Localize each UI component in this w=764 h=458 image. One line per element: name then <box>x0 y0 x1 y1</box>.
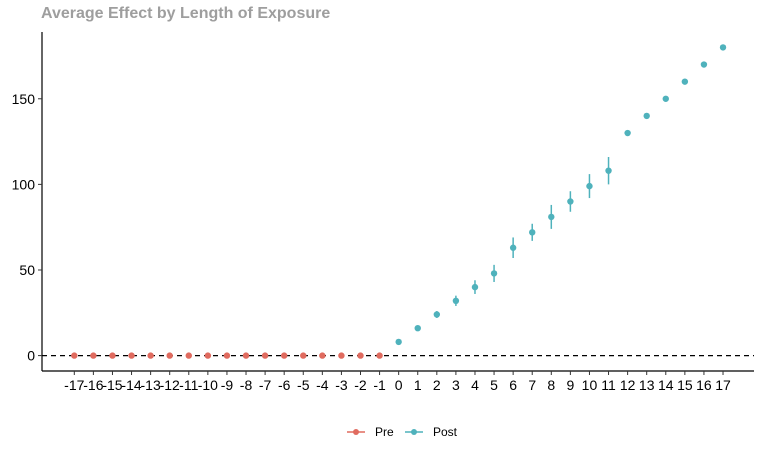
y-tick-label: 150 <box>12 91 36 107</box>
data-point <box>147 352 154 359</box>
data-point <box>280 352 288 359</box>
legend-item-post: Post <box>405 425 458 439</box>
x-tick-label: 12 <box>620 377 636 393</box>
x-tick-label: -4 <box>316 377 329 393</box>
data-point <box>204 352 212 359</box>
data-point <box>548 213 555 221</box>
legend: Pre Post <box>347 425 458 439</box>
x-tick-label: 2 <box>433 377 441 393</box>
data-point <box>261 352 269 359</box>
data-point <box>719 44 727 51</box>
x-tick-label: -5 <box>297 377 310 393</box>
x-tick-label: -6 <box>278 377 291 393</box>
data-point <box>319 352 326 359</box>
data-point <box>471 283 479 291</box>
x-tick-label: 6 <box>509 377 517 393</box>
x-tick-label: -12 <box>160 377 180 393</box>
x-tick-label: 7 <box>528 377 536 393</box>
x-tick-label: -3 <box>335 377 348 393</box>
marks <box>71 44 727 359</box>
x-tick-label: 4 <box>471 377 479 393</box>
y-tick-label: 100 <box>12 176 36 192</box>
data-point <box>509 244 517 251</box>
data-point <box>643 112 650 120</box>
data-point <box>357 352 364 359</box>
x-tick-label: 11 <box>601 377 616 393</box>
legend-item-pre: Pre <box>347 425 394 439</box>
y-tick-label: 0 <box>27 348 35 364</box>
data-point <box>90 352 97 359</box>
x-tick-label: -9 <box>221 377 234 393</box>
data-point <box>490 270 498 277</box>
x-tick-label: 13 <box>639 377 655 393</box>
x-tick-label: 16 <box>696 377 712 393</box>
data-point <box>567 198 574 205</box>
x-tick-label: 8 <box>547 377 555 393</box>
x-tick-label: 5 <box>490 377 498 393</box>
data-point <box>395 338 402 346</box>
data-point <box>624 129 631 137</box>
x-tick-label: 17 <box>715 377 731 393</box>
data-point <box>529 229 536 236</box>
x-tick-label: 10 <box>582 377 598 393</box>
data-point <box>433 311 441 318</box>
x-tick-label: -10 <box>198 377 218 393</box>
x-tick-label: -15 <box>102 377 122 393</box>
data-point <box>681 78 689 85</box>
legend-key-point <box>353 429 359 435</box>
data-point <box>605 167 612 174</box>
data-point <box>376 352 383 359</box>
series-post <box>395 44 727 346</box>
x-tick-label: -2 <box>354 377 367 393</box>
y-tick-label: 50 <box>19 262 35 278</box>
data-point <box>586 182 593 190</box>
x-tick-label: -11 <box>179 377 198 393</box>
data-point <box>109 352 116 359</box>
x-tick-label: 0 <box>395 377 403 393</box>
data-point <box>71 352 78 359</box>
data-point <box>242 352 250 359</box>
x-tick-label: 14 <box>658 377 674 393</box>
data-point <box>166 352 173 359</box>
x-tick-label: 15 <box>677 377 693 393</box>
legend-key-point <box>411 429 417 435</box>
legend-label: Pre <box>375 425 394 439</box>
x-tick-label: -17 <box>64 377 84 393</box>
data-point <box>338 352 345 359</box>
data-point <box>700 61 708 68</box>
x-tick-label: 3 <box>452 377 460 393</box>
x-tick-label: -8 <box>240 377 253 393</box>
data-point <box>414 324 421 332</box>
x-tick-label: -14 <box>121 377 141 393</box>
x-tick-label: -16 <box>83 377 103 393</box>
x-tick-label: -1 <box>373 377 386 393</box>
x-tick-label: 1 <box>414 377 422 393</box>
data-point <box>128 352 135 359</box>
chart-title: Average Effect by Length of Exposure <box>41 5 331 22</box>
data-point <box>452 297 460 305</box>
data-point <box>300 352 307 359</box>
x-tick-label: 9 <box>566 377 574 393</box>
data-point <box>185 352 192 359</box>
data-point <box>223 352 231 359</box>
x-tick-label: -7 <box>259 377 272 393</box>
series-pre <box>71 352 383 359</box>
x-tick-label: -13 <box>141 377 161 393</box>
legend-label: Post <box>433 425 458 439</box>
data-point <box>662 95 669 102</box>
